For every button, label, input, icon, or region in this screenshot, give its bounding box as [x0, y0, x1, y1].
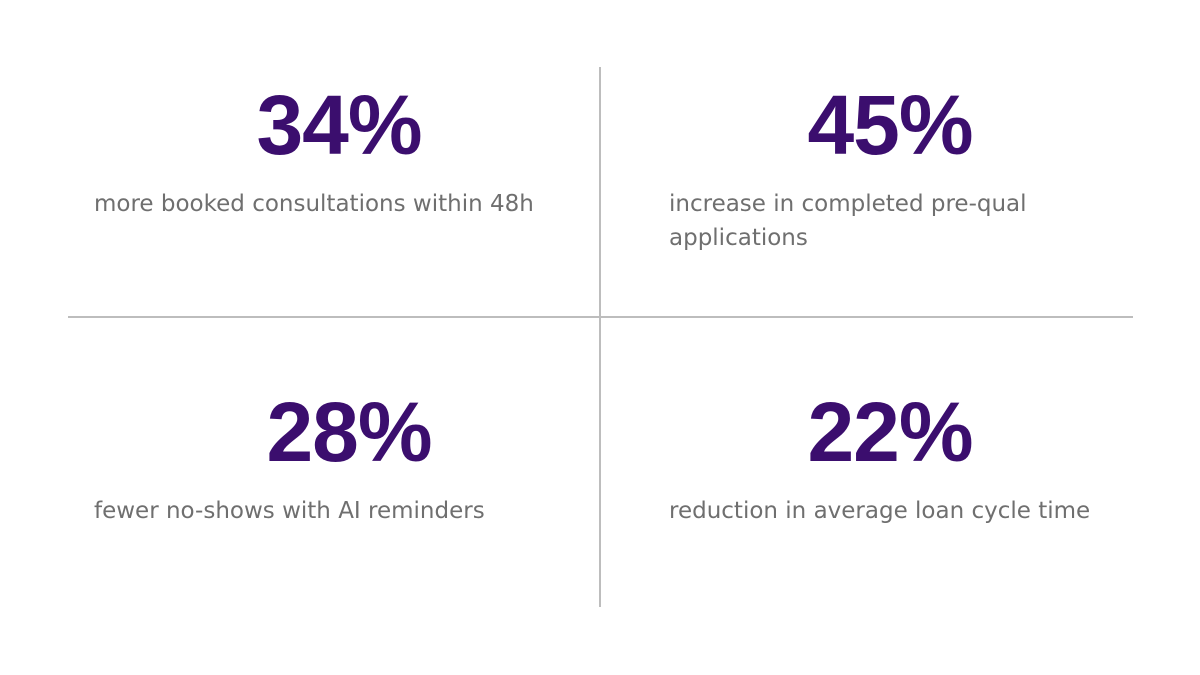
horizontal-divider	[68, 316, 1133, 318]
vertical-divider	[599, 67, 601, 607]
stats-grid: 34% more booked consultations within 48h…	[68, 67, 1133, 607]
stat-description: reduction in average loan cycle time	[669, 498, 1091, 524]
stat-value: 45%	[807, 78, 973, 172]
stat-description: fewer no-shows with AI reminders	[94, 498, 485, 524]
stat-value: 28%	[266, 385, 432, 479]
stat-value: 22%	[807, 385, 973, 479]
stat-value: 34%	[256, 78, 422, 172]
stat-description: more booked consultations within 48h	[94, 191, 534, 217]
stat-description: increase in completed pre-qual applicati…	[669, 191, 1027, 251]
